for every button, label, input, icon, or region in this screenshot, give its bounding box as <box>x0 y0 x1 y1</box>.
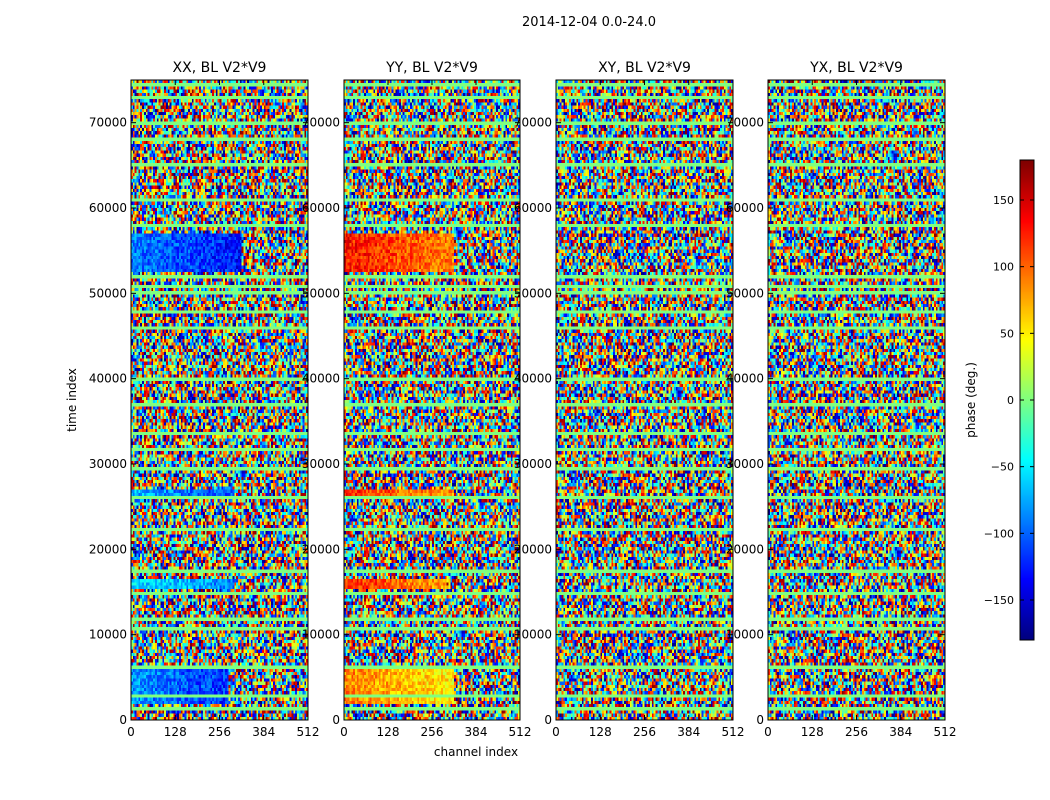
colorbar: −150 −100 −50 0 50 100 150 <box>984 159 1035 641</box>
y-axis-label: time index <box>65 368 79 432</box>
y-tick-label: 0 <box>544 713 552 727</box>
y-tick-label: 0 <box>756 713 764 727</box>
y-tick-label: 60000 <box>89 201 127 215</box>
colorbar-tick-label: −150 <box>984 594 1014 607</box>
x-tick-label: 512 <box>934 725 957 739</box>
colorbar-tick-label: 150 <box>993 194 1014 207</box>
colorbar-tick-label: −50 <box>991 461 1014 474</box>
colorbar-label: phase (deg.) <box>964 362 978 438</box>
y-tick-label: 40000 <box>302 372 340 386</box>
x-tick-label: 512 <box>297 725 320 739</box>
y-tick-label: 30000 <box>726 457 764 471</box>
y-tick-label: 60000 <box>302 201 340 215</box>
x-tick-label: 256 <box>633 725 656 739</box>
x-tick-label: 384 <box>252 725 275 739</box>
x-tick-label: 384 <box>889 725 912 739</box>
y-tick-label: 20000 <box>514 542 552 556</box>
y-tick-label: 0 <box>119 713 127 727</box>
x-tick-label: 0 <box>127 725 135 739</box>
x-tick-label: 384 <box>465 725 488 739</box>
colorbar-gradient <box>1020 160 1034 640</box>
x-tick-label: 0 <box>340 725 348 739</box>
y-tick-label: 70000 <box>89 116 127 130</box>
panel-title: YY, BL V2*V9 <box>385 60 478 76</box>
y-tick-label: 30000 <box>514 457 552 471</box>
panels: XX, BL V2*V9 0 128 256 384 512 0 10000 20000 3000… <box>89 60 957 739</box>
x-tick-label: 128 <box>164 725 187 739</box>
y-tick-label: 10000 <box>302 628 340 642</box>
panel-2: XY, BL V2*V9 0 128 256 384 512 0 10000 20000 3000… <box>514 60 745 739</box>
panel-title: XX, BL V2*V9 <box>173 60 267 76</box>
y-tick-label: 50000 <box>302 286 340 300</box>
y-tick-label: 50000 <box>514 286 552 300</box>
y-tick-label: 30000 <box>89 457 127 471</box>
y-tick-label: 70000 <box>514 116 552 130</box>
x-tick-label: 128 <box>589 725 612 739</box>
y-tick-label: 60000 <box>514 201 552 215</box>
panel-3: YX, BL V2*V9 0 128 256 384 512 0 10000 20000 3000… <box>726 60 957 739</box>
y-tick-label: 50000 <box>726 286 764 300</box>
x-tick-label: 0 <box>552 725 560 739</box>
y-tick-label: 0 <box>332 713 340 727</box>
x-tick-label: 128 <box>801 725 824 739</box>
x-tick-label: 128 <box>377 725 400 739</box>
y-tick-label: 70000 <box>726 116 764 130</box>
colorbar-tick-label: 100 <box>993 261 1014 274</box>
colorbar-tick-label: 50 <box>1000 327 1014 340</box>
panel-0: XX, BL V2*V9 0 128 256 384 512 0 10000 20000 3000… <box>89 60 320 739</box>
phase-heatmap <box>344 80 520 720</box>
phase-heatmap <box>131 80 308 720</box>
y-tick-label: 10000 <box>89 628 127 642</box>
y-tick-label: 40000 <box>89 372 127 386</box>
x-tick-label: 256 <box>208 725 231 739</box>
phase-heatmap <box>556 80 733 720</box>
y-tick-label: 40000 <box>726 372 764 386</box>
x-tick-label: 512 <box>509 725 532 739</box>
y-tick-label: 70000 <box>302 116 340 130</box>
panel-title: YX, BL V2*V9 <box>809 60 903 76</box>
y-tick-label: 30000 <box>302 457 340 471</box>
x-tick-label: 384 <box>677 725 700 739</box>
colorbar-tick-label: −100 <box>984 527 1014 540</box>
figure-suptitle: 2014-12-04 0.0-24.0 <box>522 15 656 30</box>
x-axis-label: channel index <box>434 745 518 759</box>
y-tick-label: 20000 <box>726 542 764 556</box>
x-tick-label: 256 <box>421 725 444 739</box>
x-tick-label: 0 <box>764 725 772 739</box>
y-tick-label: 10000 <box>514 628 552 642</box>
x-tick-label: 512 <box>722 725 745 739</box>
y-tick-label: 20000 <box>89 542 127 556</box>
panel-1: YY, BL V2*V9 0 128 256 384 512 0 10000 20000 3000… <box>302 60 532 739</box>
y-tick-label: 50000 <box>89 286 127 300</box>
y-tick-label: 10000 <box>726 628 764 642</box>
y-tick-label: 60000 <box>726 201 764 215</box>
phase-heatmap <box>768 80 945 720</box>
colorbar-tick-label: 0 <box>1007 394 1014 407</box>
panel-title: XY, BL V2*V9 <box>598 60 691 76</box>
y-tick-label: 40000 <box>514 372 552 386</box>
x-tick-label: 256 <box>845 725 868 739</box>
y-tick-label: 20000 <box>302 542 340 556</box>
